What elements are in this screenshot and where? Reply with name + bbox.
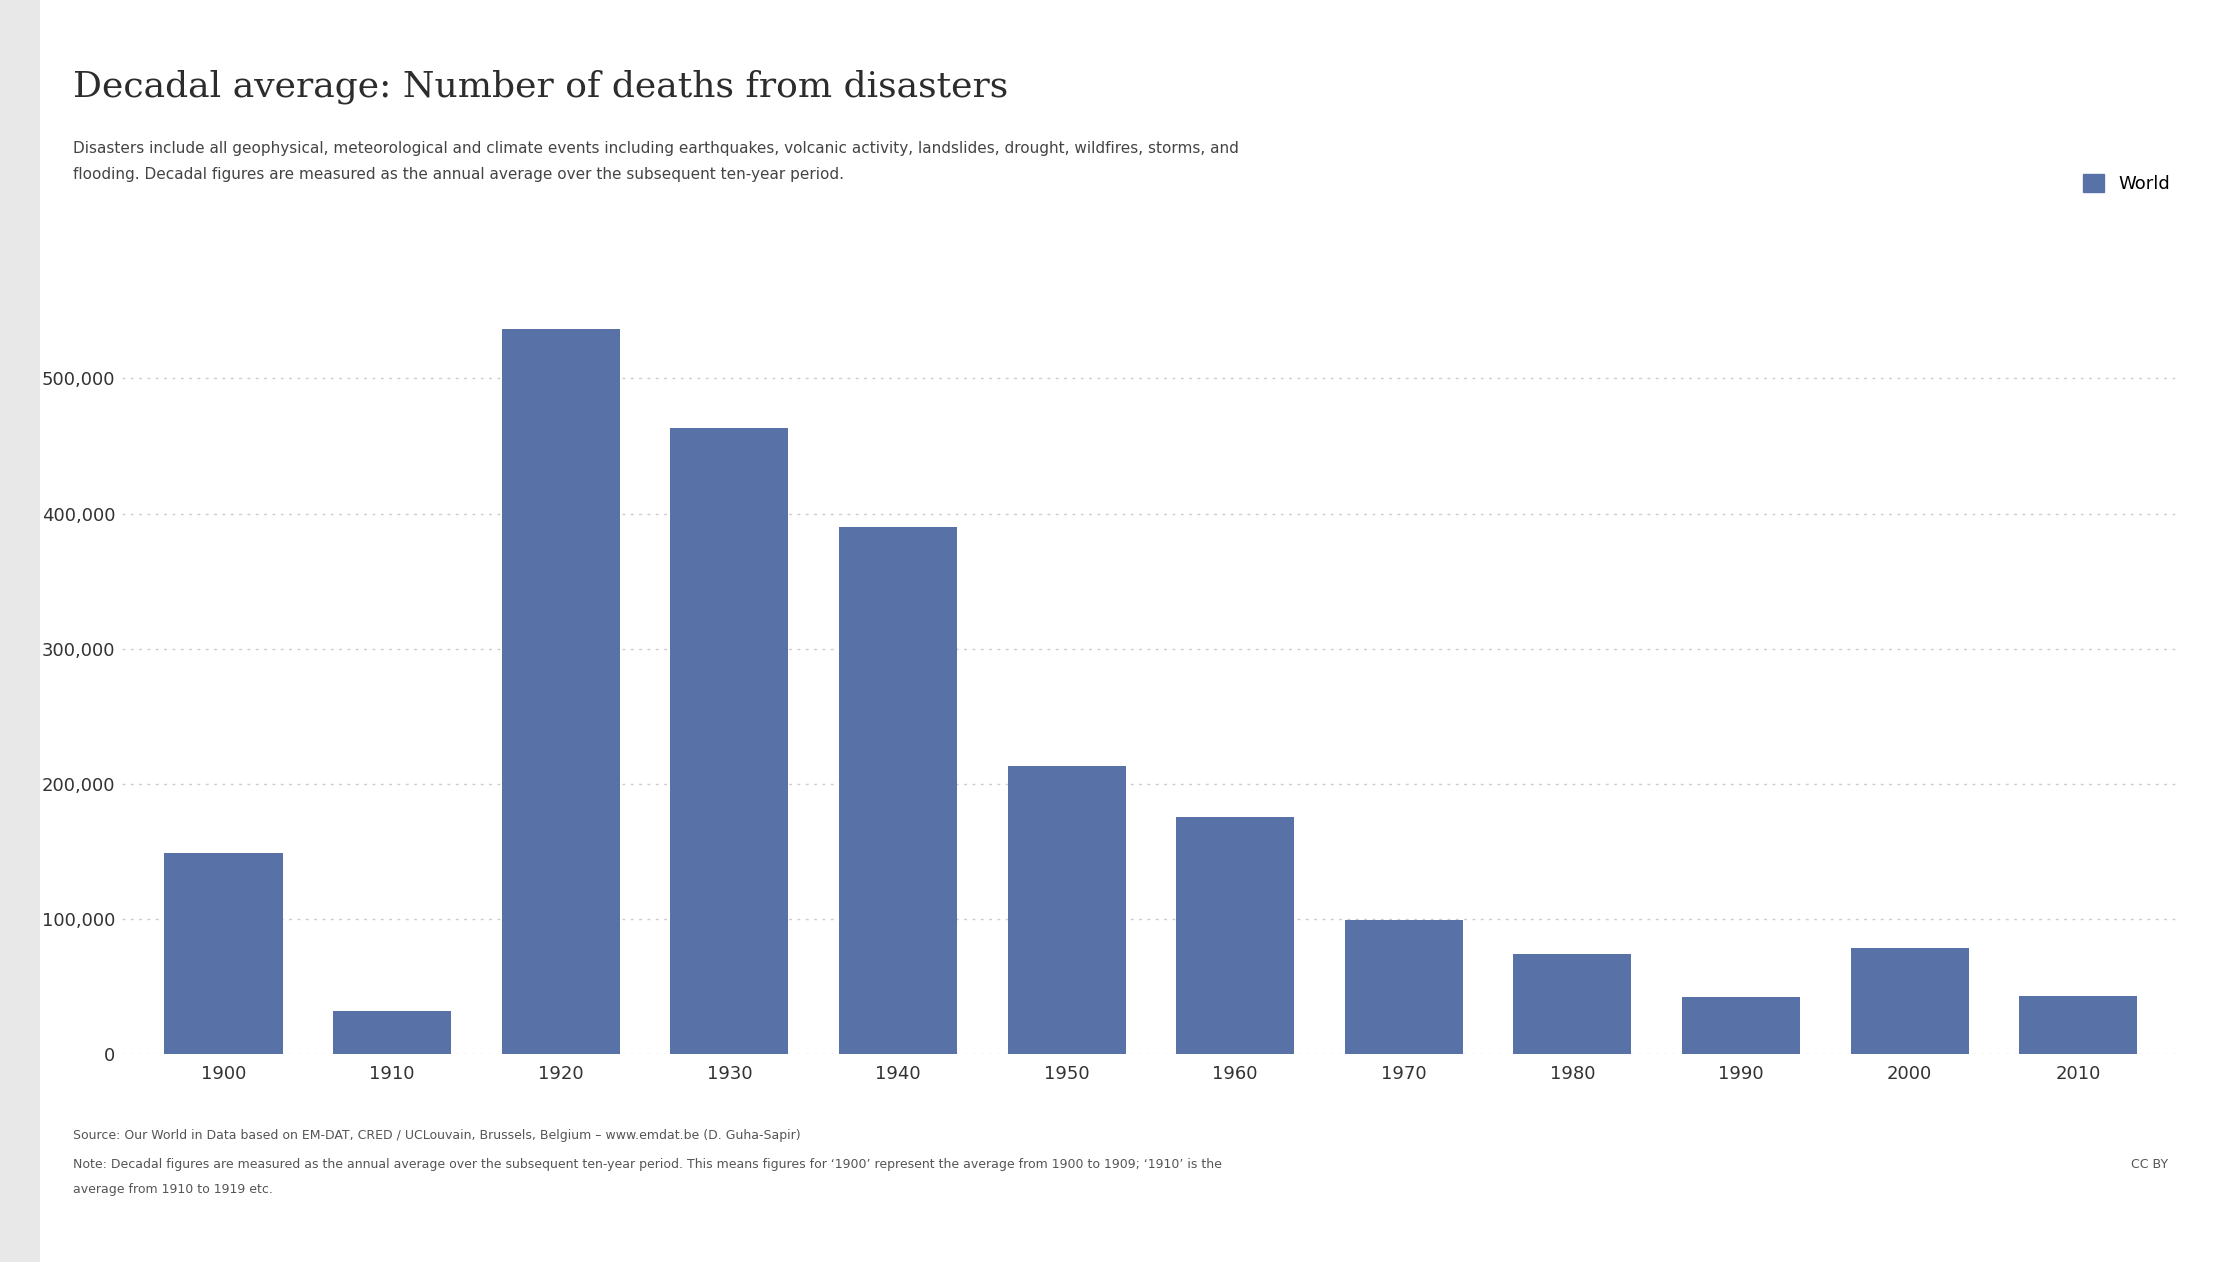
- Text: Source: Our World in Data based on EM-DAT, CRED / UCLouvain, Brussels, Belgium –: Source: Our World in Data based on EM-DA…: [73, 1129, 801, 1142]
- Text: CC BY: CC BY: [2131, 1159, 2168, 1171]
- Text: Disasters include all geophysical, meteorological and climate events including e: Disasters include all geophysical, meteo…: [73, 141, 1239, 156]
- Bar: [1515, 954, 1632, 1054]
- Text: flooding. Decadal figures are measured as the annual average over the subsequent: flooding. Decadal figures are measured a…: [73, 167, 845, 182]
- Bar: [1007, 766, 1125, 1054]
- Bar: [165, 853, 282, 1054]
- Bar: [1176, 818, 1294, 1054]
- Bar: [1346, 920, 1463, 1054]
- Text: Our World
in Data: Our World in Data: [2053, 59, 2135, 95]
- Legend: World: World: [2082, 174, 2171, 193]
- Bar: [503, 328, 620, 1054]
- Bar: [669, 429, 787, 1054]
- Bar: [1850, 949, 1968, 1054]
- Text: Note: Decadal figures are measured as the annual average over the subsequent ten: Note: Decadal figures are measured as th…: [73, 1159, 1223, 1171]
- Bar: [334, 1011, 451, 1054]
- Bar: [2019, 996, 2137, 1054]
- Bar: [1681, 997, 1799, 1054]
- Bar: [838, 528, 956, 1054]
- Text: average from 1910 to 1919 etc.: average from 1910 to 1919 etc.: [73, 1184, 274, 1196]
- Text: Decadal average: Number of deaths from disasters: Decadal average: Number of deaths from d…: [73, 69, 1010, 103]
